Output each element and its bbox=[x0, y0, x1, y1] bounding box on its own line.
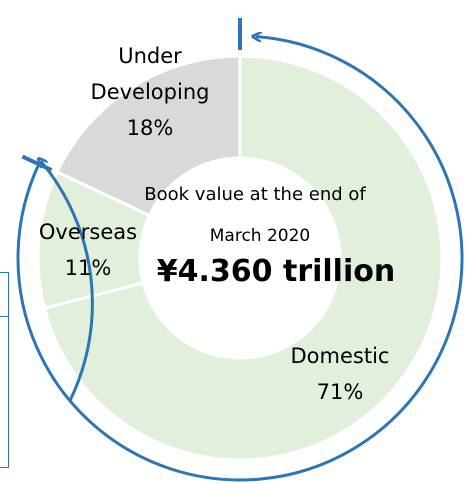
slice-percent-domestic: 71% bbox=[316, 380, 364, 404]
partial-legend-box bbox=[0, 272, 9, 468]
donut-slices bbox=[36, 54, 444, 462]
slice-label-domestic: Domestic 71% bbox=[250, 338, 430, 410]
arrow-arc-main bbox=[16, 37, 464, 482]
slice-label-under-line2: Developing bbox=[90, 80, 210, 104]
annotation-arrows bbox=[16, 18, 464, 482]
center-total-value: ¥4.360 trillion bbox=[156, 254, 396, 289]
slice-label-overseas-name: Overseas bbox=[38, 220, 138, 244]
arrow-marker-left bbox=[21, 154, 53, 172]
slice-label-domestic-name: Domestic bbox=[290, 344, 390, 368]
slice-label-under-line1: Under bbox=[118, 44, 182, 68]
slice-percent-under: 18% bbox=[126, 116, 174, 140]
donut-slice-domestic bbox=[42, 54, 444, 462]
center-caption-line1: Book value at the end of bbox=[144, 184, 366, 205]
donut-slice-under-developing bbox=[55, 54, 242, 218]
slice-label-overseas: Overseas 11% bbox=[8, 214, 168, 286]
slice-label-under-developing: Under Developing 18% bbox=[70, 38, 230, 146]
arrow-arc-left bbox=[40, 161, 94, 402]
center-caption-line2: March 2020 bbox=[209, 226, 311, 246]
slice-percent-overseas: 11% bbox=[64, 256, 112, 280]
partial-legend-divider bbox=[0, 316, 9, 317]
